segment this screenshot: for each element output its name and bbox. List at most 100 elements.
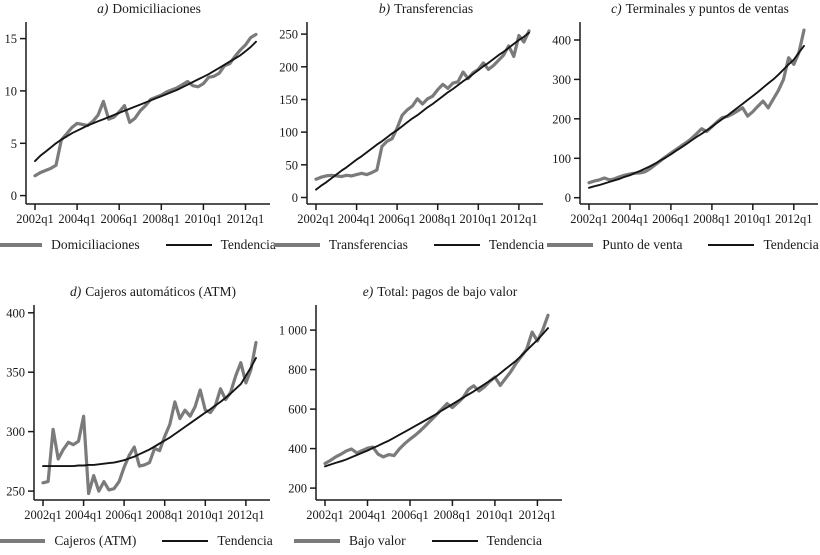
svg-text:2008q1: 2008q1 <box>434 508 472 522</box>
series-line-swatch <box>547 243 594 247</box>
svg-text:2008q1: 2008q1 <box>693 212 731 226</box>
chart-canvas-a: 0 5 10 15 2002q1 2004q1 2006q1 2008q1 2010q1 2012… <box>5 22 270 226</box>
legend-d: Cajeros (ATM) Tendencia <box>0 533 273 549</box>
svg-text:2006q1: 2006q1 <box>391 508 429 522</box>
svg-text:2012q1: 2012q1 <box>227 508 265 522</box>
svg-text:5: 5 <box>11 137 17 151</box>
svg-text:2008q1: 2008q1 <box>143 212 181 226</box>
chart-canvas-e: 200 400 600 800 1 000 2002q1 2004q1 2006q1 2008q… <box>279 305 562 522</box>
legend-b: Transferencias Tendencia <box>273 237 545 253</box>
svg-text:400: 400 <box>6 306 25 320</box>
svg-text:15: 15 <box>5 32 18 46</box>
svg-text:2006q1: 2006q1 <box>652 212 690 226</box>
svg-text:2008q1: 2008q1 <box>419 212 457 226</box>
chart-panel-c: c) Terminales y puntos de ventas 0 100 200 3… <box>546 0 820 253</box>
svg-text:800: 800 <box>288 363 307 377</box>
legend-label: Bajo valor <box>349 533 406 548</box>
legend-label: Tendencia <box>217 533 273 548</box>
svg-text:350: 350 <box>6 366 25 380</box>
svg-text:600: 600 <box>288 403 307 417</box>
svg-text:200: 200 <box>552 112 571 126</box>
legend-item: Bajo valor <box>294 533 406 549</box>
legend-label: Punto de venta <box>602 237 683 252</box>
legend-item: Tendencia <box>433 237 544 253</box>
svg-text:150: 150 <box>279 93 298 107</box>
svg-text:2004q1: 2004q1 <box>338 212 376 226</box>
panel-letter: a) <box>97 1 109 16</box>
legend-label: Tendencia <box>763 237 819 252</box>
chart-panel-e: e) Total: pagos de bajo valor 200 400 600 80… <box>272 283 564 549</box>
svg-text:2002q1: 2002q1 <box>306 508 344 522</box>
legend-item: Tendencia <box>162 533 273 549</box>
svg-text:2010q1: 2010q1 <box>476 508 514 522</box>
panel-title: a) Domiciliaciones <box>0 0 272 17</box>
svg-text:200: 200 <box>279 60 298 74</box>
panel-letter: b) <box>378 1 391 16</box>
svg-text:2008q1: 2008q1 <box>146 508 184 522</box>
panel-title: e) Total: pagos de bajo valor <box>272 283 564 300</box>
svg-text:2004q1: 2004q1 <box>349 508 387 522</box>
series-line-swatch <box>294 539 341 543</box>
svg-text:100: 100 <box>279 126 298 140</box>
svg-text:1 000: 1 000 <box>279 324 307 338</box>
panel-letter: d) <box>70 284 82 299</box>
svg-text:2002q1: 2002q1 <box>570 212 608 226</box>
legend-label: Cajeros (ATM) <box>54 533 137 548</box>
svg-text:2012q1: 2012q1 <box>775 212 813 226</box>
panel-title: c) Terminales y puntos de ventas <box>546 0 820 17</box>
chart-panel-b: b) Transferencias 0 50 100 150 200 250 2002q1 20… <box>273 0 545 253</box>
svg-text:2012q1: 2012q1 <box>227 212 265 226</box>
legend-label: Transferencias <box>328 237 408 252</box>
legend-e: Bajo valor Tendencia <box>272 533 564 549</box>
svg-text:200: 200 <box>288 482 307 496</box>
svg-text:250: 250 <box>6 485 25 499</box>
svg-text:400: 400 <box>552 34 571 48</box>
svg-text:2004q1: 2004q1 <box>58 212 96 226</box>
panel-title-text: Domiciliaciones <box>112 1 201 16</box>
svg-text:2010q1: 2010q1 <box>734 212 772 226</box>
series-line-swatch <box>0 243 43 247</box>
legend-c: Punto de venta Tendencia <box>546 237 820 253</box>
legend-item: Tendencia <box>431 533 542 549</box>
svg-text:2010q1: 2010q1 <box>460 212 498 226</box>
svg-text:10: 10 <box>5 84 18 98</box>
svg-text:0: 0 <box>292 191 298 205</box>
panel-letter: c) <box>611 1 622 16</box>
svg-text:2006q1: 2006q1 <box>105 508 143 522</box>
svg-text:300: 300 <box>552 73 571 87</box>
svg-text:300: 300 <box>6 425 25 439</box>
series-line-swatch <box>0 539 46 543</box>
svg-text:2006q1: 2006q1 <box>378 212 416 226</box>
trend-line-swatch <box>708 244 755 246</box>
svg-text:2002q1: 2002q1 <box>24 508 62 522</box>
svg-text:250: 250 <box>279 28 298 42</box>
svg-text:0: 0 <box>565 191 571 205</box>
legend-label: Domiciliaciones <box>51 237 140 252</box>
legend-item: Transferencias <box>273 237 408 253</box>
legend-item: Tendencia <box>708 237 819 253</box>
legend-item: Punto de venta <box>547 237 682 253</box>
svg-text:2002q1: 2002q1 <box>297 212 335 226</box>
legend-a: Domiciliaciones Tendencia <box>0 237 276 253</box>
chart-panel-d: d) Cajeros automáticos (ATM) 250 300 350 400… <box>0 283 273 549</box>
svg-text:2002q1: 2002q1 <box>16 212 54 226</box>
legend-item: Cajeros (ATM) <box>0 533 136 549</box>
trend-line-swatch <box>162 540 209 542</box>
panel-title-text: Total: pagos de bajo valor <box>377 284 518 299</box>
chart-panel-a: a) Domiciliaciones 0 5 10 15 2002q1 2004q1 2006… <box>0 0 276 253</box>
legend-item: Domiciliaciones <box>0 237 140 253</box>
svg-text:50: 50 <box>286 158 299 172</box>
svg-text:2004q1: 2004q1 <box>611 212 649 226</box>
svg-text:2012q1: 2012q1 <box>519 508 557 522</box>
svg-text:2006q1: 2006q1 <box>100 212 138 226</box>
chart-canvas-d: 250 300 350 400 2002q1 2004q1 2006q1 2008q1 2010… <box>6 305 270 522</box>
legend-item: Tendencia <box>165 237 276 253</box>
legend-label: Tendencia <box>486 533 542 548</box>
svg-text:2012q1: 2012q1 <box>500 212 538 226</box>
panel-title-text: Transferencias <box>394 1 474 16</box>
panel-title: b) Transferencias <box>273 0 545 17</box>
trend-line-swatch <box>431 540 478 542</box>
